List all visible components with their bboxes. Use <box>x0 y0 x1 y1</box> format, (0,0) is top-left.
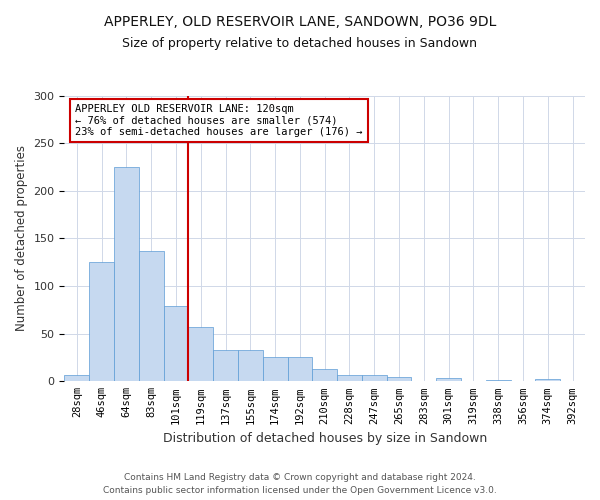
Bar <box>188 327 213 382</box>
Bar <box>486 380 511 382</box>
Bar <box>436 378 461 382</box>
Bar <box>535 380 560 382</box>
Bar <box>164 306 188 382</box>
Text: APPERLEY OLD RESERVOIR LANE: 120sqm
← 76% of detached houses are smaller (574)
2: APPERLEY OLD RESERVOIR LANE: 120sqm ← 76… <box>75 104 362 138</box>
Bar <box>89 262 114 382</box>
Bar <box>386 378 412 382</box>
Bar <box>287 356 313 382</box>
Bar <box>263 356 287 382</box>
Bar <box>337 374 362 382</box>
X-axis label: Distribution of detached houses by size in Sandown: Distribution of detached houses by size … <box>163 432 487 445</box>
Bar <box>139 251 164 382</box>
Bar <box>64 374 89 382</box>
Bar <box>362 374 386 382</box>
Bar <box>313 369 337 382</box>
Bar <box>213 350 238 382</box>
Text: Contains HM Land Registry data © Crown copyright and database right 2024.
Contai: Contains HM Land Registry data © Crown c… <box>103 474 497 495</box>
Y-axis label: Number of detached properties: Number of detached properties <box>15 146 28 332</box>
Bar <box>238 350 263 382</box>
Text: Size of property relative to detached houses in Sandown: Size of property relative to detached ho… <box>122 38 478 51</box>
Bar <box>114 167 139 382</box>
Text: APPERLEY, OLD RESERVOIR LANE, SANDOWN, PO36 9DL: APPERLEY, OLD RESERVOIR LANE, SANDOWN, P… <box>104 15 496 29</box>
